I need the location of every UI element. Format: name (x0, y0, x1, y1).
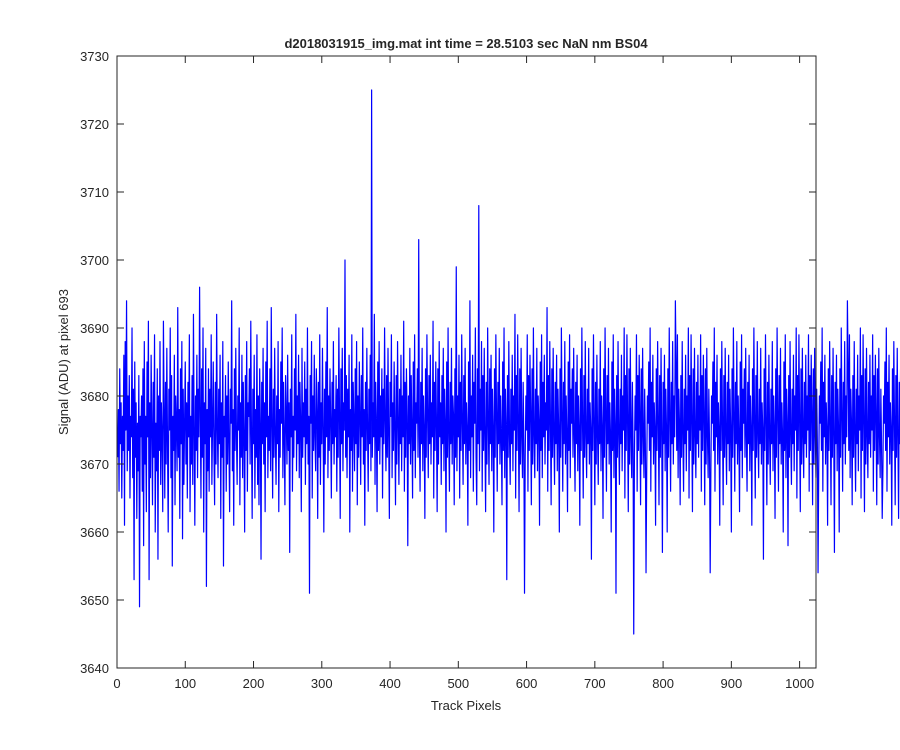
x-tick-label: 1000 (785, 676, 814, 691)
x-tick-label: 100 (174, 676, 196, 691)
y-tick-label: 3670 (80, 457, 109, 472)
x-tick-label: 400 (379, 676, 401, 691)
chart-title: d2018031915_img.mat int time = 28.5103 s… (284, 36, 648, 51)
y-tick-label: 3710 (80, 185, 109, 200)
ticks-layer: 0 100 200 300 400 500 600 700 800 900 1000 3640 3650… (80, 49, 816, 691)
y-axis-label: Signal (ADU) at pixel 693 (56, 289, 71, 435)
x-tick-label: 0 (113, 676, 120, 691)
y-tick-label: 3660 (80, 525, 109, 540)
y-tick-label: 3720 (80, 117, 109, 132)
x-tick-label: 700 (584, 676, 606, 691)
y-tick-label: 3640 (80, 661, 109, 676)
axes-background (117, 56, 816, 668)
x-tick-label: 300 (311, 676, 333, 691)
x-tick-label: 200 (243, 676, 265, 691)
series-layer (117, 89, 900, 635)
x-axis-label: Track Pixels (431, 698, 502, 713)
signal-series-line (117, 89, 900, 635)
x-tick-label: 900 (721, 676, 743, 691)
y-tick-label: 3650 (80, 593, 109, 608)
y-tick-label: 3690 (80, 321, 109, 336)
x-tick-label: 800 (652, 676, 674, 691)
y-tick-label: 3700 (80, 253, 109, 268)
y-tick-label: 3680 (80, 389, 109, 404)
axes-box (116, 55, 817, 669)
x-tick-label: 500 (447, 676, 469, 691)
x-tick-label: 600 (516, 676, 538, 691)
y-tick-label: 3730 (80, 49, 109, 64)
